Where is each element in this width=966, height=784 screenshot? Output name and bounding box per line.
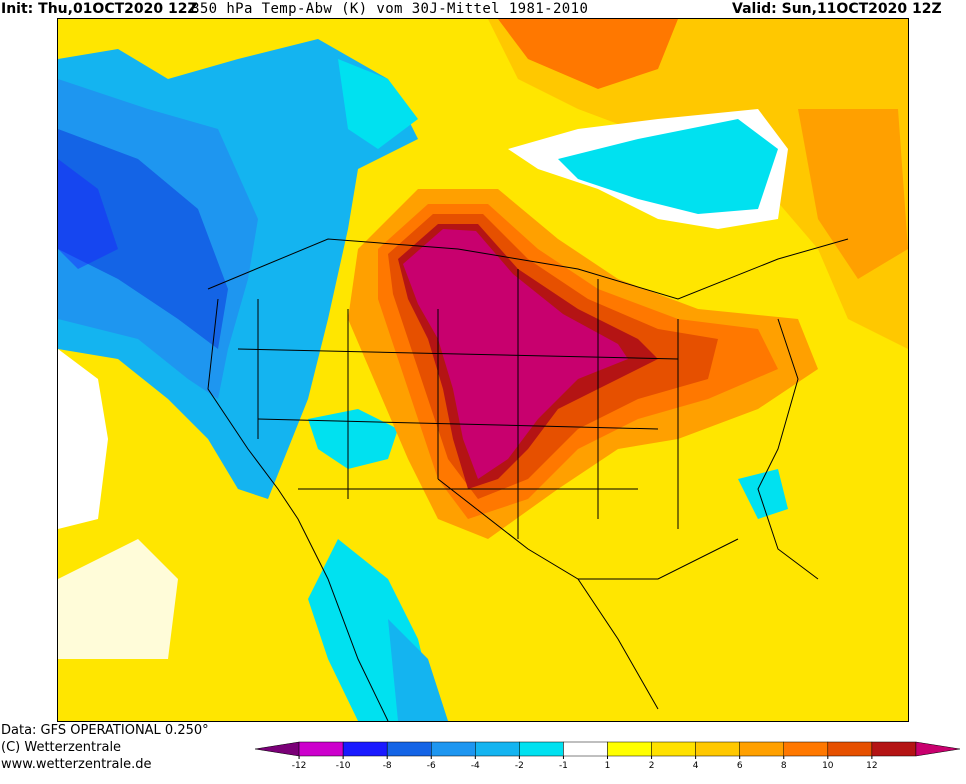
colorbar-tick-label: 6 <box>737 761 743 771</box>
anomaly-map <box>57 18 909 722</box>
colorbar-bin <box>254 741 300 757</box>
colorbar-bin <box>342 741 388 757</box>
colorbar-bin <box>783 741 829 757</box>
init-time: Init: Thu,01OCT2020 12Z <box>1 1 198 17</box>
anomaly-region <box>498 19 678 89</box>
colorbar: -12 -10 -8 -6 -4 -2 -1 1 2 4 6 8 10 12 <box>254 740 961 780</box>
colorbar-bin <box>386 741 432 757</box>
colorbar-bin <box>431 741 476 757</box>
colorbar-bin <box>563 741 608 757</box>
colorbar-tick-label: -6 <box>427 761 436 771</box>
colorbar-svg: -12 -10 -8 -6 -4 -2 -1 1 2 4 6 8 10 12 <box>254 741 961 771</box>
colorbar-tick-label: 1 <box>605 761 611 771</box>
chart-header: Init: Thu,01OCT2020 12Z 850 hPa Temp-Abw… <box>0 0 966 20</box>
chart-footer: Data: GFS OPERATIONAL 0.250° (C) Wetterz… <box>1 722 209 773</box>
anomaly-region <box>403 229 628 479</box>
colorbar-bin <box>915 741 961 757</box>
colorbar-tick-label: 4 <box>693 761 699 771</box>
colorbar-tick-label: 12 <box>866 761 877 771</box>
border-line <box>207 238 849 300</box>
colorbar-bin <box>871 741 917 757</box>
colorbar-bin <box>739 741 784 757</box>
site-url: www.wetterzentrale.de <box>1 757 152 772</box>
anomaly-region <box>308 409 398 469</box>
anomaly-region <box>58 349 108 529</box>
colorbar-tick-label: 2 <box>649 761 655 771</box>
colorbar-tick-label: -10 <box>336 761 351 771</box>
colorbar-tick-label: -1 <box>559 761 568 771</box>
colorbar-bin <box>475 741 520 757</box>
colorbar-bin <box>298 741 344 757</box>
valid-time: Valid: Sun,11OCT2020 12Z <box>732 1 942 17</box>
map-outlines <box>207 238 849 721</box>
colorbar-bin <box>695 741 740 757</box>
colorbar-tick-label: -12 <box>292 761 307 771</box>
colorbar-tick-label: 10 <box>822 761 834 771</box>
anomaly-region <box>738 469 788 519</box>
colorbar-tick-label: 8 <box>781 761 787 771</box>
chart-title: 850 hPa Temp-Abw (K) vom 30J-Mittel 1981… <box>191 1 589 17</box>
anomaly-region <box>488 19 908 349</box>
colorbar-bin <box>651 741 696 757</box>
anomaly-region <box>58 129 228 349</box>
colorbar-tick-label: -4 <box>471 761 480 771</box>
data-source: Data: GFS OPERATIONAL 0.250° <box>1 723 209 738</box>
anomaly-region <box>58 159 118 269</box>
state-lines <box>257 269 679 539</box>
anomaly-region <box>388 619 448 721</box>
anomaly-region <box>558 119 778 214</box>
colorbar-tick-label: -8 <box>383 761 392 771</box>
colorbar-bin <box>607 741 652 757</box>
anomaly-region <box>58 539 178 659</box>
coastline <box>207 298 389 721</box>
colorbar-bin <box>519 741 564 757</box>
coastline <box>757 318 819 580</box>
anomaly-region <box>338 59 418 149</box>
anomaly-region <box>798 109 908 279</box>
colorbar-bin <box>827 741 873 757</box>
coastline <box>577 578 659 710</box>
anomaly-field <box>58 19 908 721</box>
state-lines <box>237 348 679 490</box>
colorbar-tick-label: -2 <box>515 761 524 771</box>
copyright-text: (C) Wetterzentrale <box>1 740 122 755</box>
